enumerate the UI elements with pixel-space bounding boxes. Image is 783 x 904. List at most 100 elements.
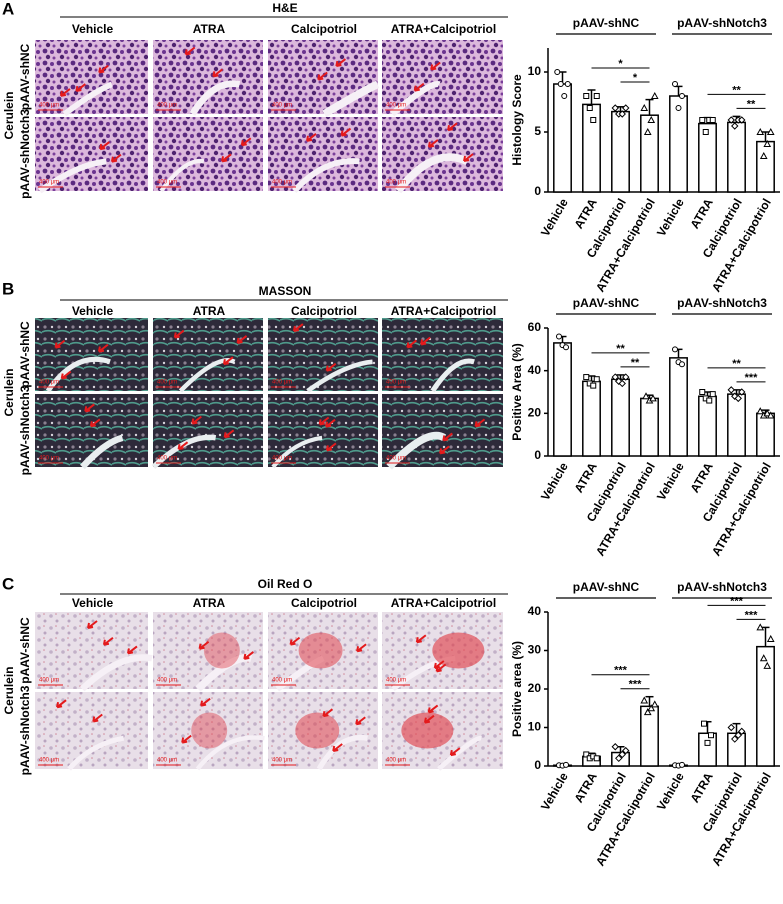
- significance-label: **: [732, 84, 741, 96]
- arrow: [306, 133, 317, 142]
- bar: [640, 397, 659, 457]
- arrow: [98, 64, 109, 74]
- data-point: [561, 93, 568, 99]
- data-point: [593, 755, 600, 762]
- y-axis-label: Positive area (%): [510, 641, 524, 737]
- tissue-gap: [292, 158, 360, 193]
- data-point: [647, 115, 656, 123]
- arrow: [54, 339, 66, 349]
- significance-label: **: [732, 358, 741, 370]
- scale-bar-label: 400 μm: [272, 456, 292, 462]
- significance-label: ***: [745, 609, 759, 621]
- scale-bar-label: 400 μm: [272, 103, 292, 109]
- column-label: Vehicle: [72, 22, 114, 36]
- tissue-gap: [62, 81, 113, 117]
- arrow: [60, 370, 72, 380]
- row-label: pAAV-shNC: [18, 43, 32, 110]
- arrow: [355, 716, 366, 726]
- data-point: [554, 69, 561, 75]
- data-point: [766, 411, 775, 419]
- tissue-gap: [390, 80, 441, 117]
- row-label: pAAV-shNotch3: [18, 109, 32, 199]
- arrow: [406, 339, 417, 349]
- scale-bar-label: 400 μm: [272, 180, 292, 186]
- arrow: [177, 441, 189, 451]
- scale-bar-label: 400 μm: [39, 678, 59, 684]
- arrow: [332, 743, 343, 752]
- micrograph: [268, 117, 378, 191]
- group-label: Cerulein: [2, 368, 16, 416]
- stain-title: Oil Red O: [258, 577, 313, 591]
- scale-bar-label: 400 μm: [386, 103, 406, 109]
- group-label: pAAV-shNotch3: [677, 16, 767, 30]
- bar: [640, 114, 659, 193]
- y-tick-label: 60: [528, 320, 542, 334]
- scale-bar-label: 400 μm: [272, 380, 292, 386]
- arrow: [423, 714, 435, 724]
- data-point: [731, 122, 739, 130]
- data-point: [618, 110, 626, 118]
- significance-label: ***: [745, 372, 759, 384]
- y-tick-label: 40: [528, 363, 542, 377]
- arrow: [325, 442, 337, 452]
- x-tick-label: ATRA: [572, 770, 601, 805]
- data-point: [564, 81, 571, 87]
- arrow: [430, 61, 441, 71]
- arrow: [318, 416, 330, 426]
- arrow: [449, 747, 461, 757]
- x-tick-label: ATRA: [688, 460, 717, 495]
- scale-bar-label: 400 μm: [157, 456, 177, 462]
- data-point: [763, 661, 772, 669]
- data-point: [675, 105, 682, 111]
- scale-bar-label: 400 μm: [386, 456, 406, 462]
- bar: [582, 380, 601, 457]
- arrow: [325, 362, 337, 372]
- bar: [553, 83, 572, 193]
- arrow: [439, 445, 450, 455]
- column-label: ATRA+Calcipotriol: [391, 22, 496, 36]
- data-point: [583, 93, 590, 99]
- data-point: [611, 743, 619, 751]
- arrow: [427, 704, 439, 714]
- scale-bar-label: 400 μm: [157, 758, 177, 764]
- data-point: [763, 409, 772, 417]
- bar: [756, 412, 775, 457]
- tissue-gap: [430, 358, 475, 393]
- bar: [698, 395, 717, 457]
- column-label: Calcipotriol: [291, 304, 357, 318]
- data-point: [699, 117, 706, 123]
- data-point: [699, 389, 706, 395]
- group-label: pAAV-shNotch3: [677, 580, 767, 594]
- arrow: [126, 645, 138, 655]
- data-point: [586, 105, 593, 111]
- arrow: [420, 336, 431, 346]
- x-tick-label: ATRA: [572, 196, 601, 231]
- data-point: [756, 407, 765, 415]
- tissue-gap: [80, 434, 124, 470]
- x-tick-label: Vehicle: [538, 460, 571, 503]
- data-point: [590, 382, 597, 389]
- data-point: [650, 91, 659, 99]
- data-point: [556, 333, 562, 340]
- arrow: [322, 708, 334, 718]
- panel-letter: C: [2, 574, 14, 593]
- arrow: [84, 403, 95, 413]
- data-point: [557, 81, 564, 87]
- bar: [669, 357, 688, 457]
- y-tick-label: 20: [528, 406, 542, 420]
- bar: [611, 110, 630, 193]
- scale-bar-label: 400 μm: [386, 380, 406, 386]
- scale-bar-label: 400 μm: [386, 758, 406, 764]
- arrow: [181, 734, 192, 744]
- tissue-gap: [38, 158, 107, 194]
- data-point: [563, 344, 569, 351]
- arrow: [102, 636, 114, 646]
- tissue-gap: [395, 153, 469, 194]
- micrograph: [382, 40, 503, 114]
- arrow: [191, 415, 202, 425]
- group-label: pAAV-shNC: [573, 580, 640, 594]
- arrow: [289, 636, 301, 646]
- data-point: [766, 127, 775, 135]
- arrow: [325, 418, 336, 428]
